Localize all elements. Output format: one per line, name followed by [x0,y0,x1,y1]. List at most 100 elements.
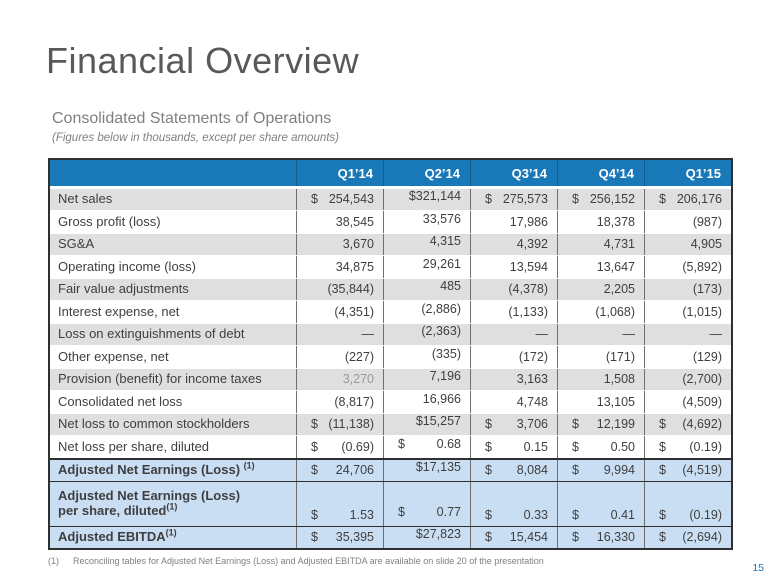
table-cell: 3,270 [296,369,383,390]
dollar-sign: $ [659,463,666,478]
row-label: Interest expense, net [58,303,180,319]
footnote-text: Reconciling tables for Adjusted Net Earn… [73,556,544,566]
table-cell: $254,543 [296,189,383,210]
financial-table: Q1’14 Q2’14 Q3’14 Q4’14 Q1’15 Net sales $254,… [48,158,733,550]
table-cell: — [470,324,557,345]
table-cell: 2,205 [557,279,644,300]
footnote: (1) Reconciling tables for Adjusted Net … [48,556,544,566]
table-row: Net loss per share, diluted $ (0.69) $0.68 $… [50,435,731,458]
table-cell: $15,454 [470,526,557,548]
table-cell: 13,105 [557,390,644,413]
table-cell: $1.53 [296,481,383,526]
table-cell: $ (2,694) [644,526,731,548]
table-cell: $15,257 [383,414,470,435]
row-label: Adjusted Net Earnings (Loss) per share, d… [58,488,241,518]
row-label: Fair value adjustments [58,281,189,297]
table-cell: — [296,324,383,345]
row-label: Loss on extinguishments of debt [58,326,245,342]
table-cell: 33,576 [383,210,470,233]
row-label: Gross profit (loss) [58,213,161,229]
table-cell: $24,706 [296,460,383,481]
dollar-sign: $ [485,507,492,522]
table-cell: $256,152 [557,189,644,210]
table-cell: $35,395 [296,526,383,548]
footnote-marker: (1) [48,556,59,566]
table-row: Loss on extinguishments of debt — (2,363) —… [50,323,731,346]
table-cell: (4,378) [470,279,557,300]
table-cell: (173) [644,279,731,300]
table-cell: (2,886) [383,300,470,323]
dollar-sign: $ [485,192,492,207]
table-row: Provision (benefit) for income taxes 3,27… [50,368,731,391]
dollar-sign: $ [659,417,666,432]
table-cell: 485 [383,279,470,300]
dollar-sign: $ [311,417,318,432]
table-cell: $275,573 [470,189,557,210]
table-cell: — [557,324,644,345]
dollar-sign: $ [572,463,579,478]
table-cell: 13,647 [557,255,644,278]
table-cell: — [644,324,731,345]
table-cell: 4,315 [383,234,470,255]
table-cell: 18,378 [557,210,644,233]
dollar-sign: $ [659,192,666,207]
dollar-sign: $ [485,417,492,432]
table-row: SG&A 3,670 4,315 4,392 4,731 4,905 [50,233,731,256]
table-cell: (2,700) [644,369,731,390]
table-row: Operating income (loss) 34,875 29,261 13,59… [50,255,731,278]
table-cell: 3,670 [296,234,383,255]
table-cell: 29,261 [383,255,470,278]
table-cell: (172) [470,345,557,368]
dollar-sign: $ [311,507,318,522]
table-header-row: Q1’14 Q2’14 Q3’14 Q4’14 Q1’15 [50,160,731,188]
table-cell: $ (0.19) [644,435,731,458]
page-number: 15 [752,562,764,574]
table-cell: (1,068) [557,300,644,323]
table-row: Fair value adjustments (35,844) 485 (4,378)… [50,278,731,301]
table-cell: (1,133) [470,300,557,323]
dollar-sign: $ [311,463,318,478]
table-cell: 3,163 [470,369,557,390]
table-cell: (227) [296,345,383,368]
row-label: Operating income (loss) [58,258,196,274]
table-cell: $0.68 [383,435,470,458]
table-cell: 4,748 [470,390,557,413]
dollar-sign: $ [659,439,666,454]
table-cell: $ (0.19) [644,481,731,526]
column-header: Q2’14 [383,160,470,186]
table-cell: 7,196 [383,369,470,390]
dollar-sign: $ [572,507,579,522]
row-label: SG&A [58,236,95,252]
figures-note: (Figures below in thousands, except per … [52,132,340,144]
table-cell: 16,966 [383,390,470,413]
row-label: Consolidated net loss [58,393,183,409]
table-cell: (35,844) [296,279,383,300]
row-label: Adjusted EBITDA(1) [58,527,177,545]
table-cell: 4,731 [557,234,644,255]
column-header: Q4’14 [557,160,644,186]
row-label: Other expense, net [58,348,169,364]
table-cell: (335) [383,345,470,368]
table-row: Gross profit (loss) 38,545 33,576 17,986 18,… [50,210,731,233]
dollar-sign: $ [572,530,579,545]
table-cell: $ (0.69) [296,435,383,458]
table-row: Adjusted EBITDA(1) $35,395 $27,823 $15,454 $… [50,525,731,548]
row-label: Adjusted Net Earnings (Loss) (1) [58,460,255,478]
table-row: Interest expense, net (4,351) (2,886) (1,13… [50,300,731,323]
table-cell: 38,545 [296,210,383,233]
row-label: Net sales [58,191,113,207]
table-cell: 1,508 [557,369,644,390]
table-cell: (4,509) [644,390,731,413]
table-cell: $12,199 [557,414,644,435]
table-cell: $9,994 [557,460,644,481]
table-cell: $ (11,138) [296,414,383,435]
table-cell: $0.77 [383,481,470,526]
table-cell: $3,706 [470,414,557,435]
dollar-sign: $ [311,530,318,545]
table-cell: $16,330 [557,526,644,548]
table-row: Other expense, net (227) (335) (172) (171) (1… [50,345,731,368]
dollar-sign: $ [572,192,579,207]
dollar-sign: $ [398,504,405,519]
table-cell: (4,351) [296,300,383,323]
table-cell: (8,817) [296,390,383,413]
